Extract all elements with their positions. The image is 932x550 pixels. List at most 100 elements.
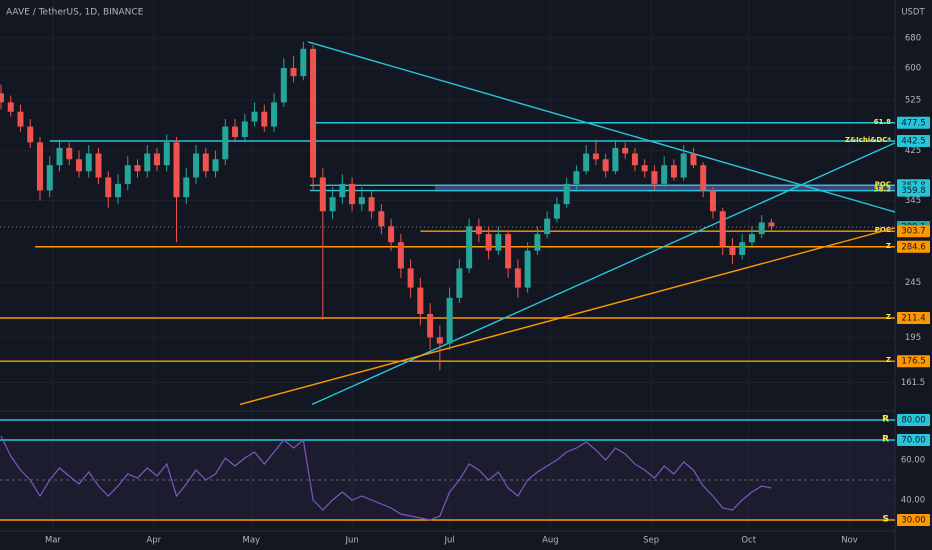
candle-body [36,142,43,191]
candle-body [271,102,278,127]
candle-body [748,234,755,243]
y-tick-label: 425 [905,146,921,156]
candle-body [319,177,326,212]
rsi-tick-label: 60.00 [901,456,925,466]
candle-body [729,246,736,255]
candle-body [534,234,541,251]
candle-body [105,177,112,198]
candle-body [436,337,443,344]
candle-body [17,111,24,127]
candle-body [310,48,317,178]
price-label: 284.6 [901,242,925,252]
price-label-box [897,116,930,129]
candle-body [222,126,229,160]
price-label: 211.4 [901,314,925,324]
candle-body [661,165,668,184]
y-tick-label: 161.5 [901,378,925,388]
trendline [311,142,896,406]
candle-body [75,159,82,172]
candle-body [485,234,492,251]
rsi-label-box [897,414,930,426]
candle-body [349,183,356,205]
candle-body [154,153,161,166]
candle-body [183,177,190,198]
candle-body [358,197,365,205]
y-tick-label: 245 [905,278,921,288]
candle-body [505,234,512,269]
price-label: 442.5 [901,136,925,146]
level-tag: 61.8 [874,118,891,126]
price-label: 176.5 [901,357,925,367]
candle-body [280,68,287,103]
price-label-box [897,312,930,325]
x-tick-label: Jun [344,536,358,546]
candle-body [495,234,502,251]
candle-body [514,268,521,288]
level-tag: Z [886,356,891,364]
candle-body [27,126,34,143]
candle-body [300,48,307,77]
level-tag: 38.2 [874,186,891,194]
y-tick-label: 600 [905,64,921,74]
y-tick-label: 680 [905,34,921,44]
rsi-label: 70.00 [901,436,925,446]
candle-body [456,268,463,298]
candle-body [553,204,560,219]
value-band [434,184,895,192]
price-label-box [897,240,930,253]
candle-body [427,313,434,338]
candle-body [612,147,619,172]
candle-body [466,226,473,269]
x-tick-label: Oct [741,536,756,546]
x-tick-label: Jul [443,536,454,546]
candle-body [670,165,677,178]
candle-body [758,222,765,235]
candle-body [690,153,697,166]
candle-body [563,183,570,205]
chart-title: AAVE / TetherUS, 1D, BINANCE [6,8,144,18]
rsi-label-box [897,514,930,526]
candle-body [709,190,716,212]
candle-body [631,153,638,166]
price-label: 359.8 [901,186,925,196]
x-tick-label: Sep [643,536,659,546]
candle-body [573,171,580,184]
x-tick-label: Aug [542,536,559,546]
trendline [239,227,896,406]
candle-body [251,111,258,122]
candle-body [739,242,746,255]
candle-body [144,153,151,172]
candle-body [700,165,707,191]
candle-body [134,165,141,172]
candle-body [768,222,775,227]
candle-body [115,183,122,198]
candle-body [602,159,609,172]
currency: USDT [901,8,925,18]
candle-body [388,226,395,243]
candle-body [407,268,414,288]
trendline [307,41,896,213]
candle-body [232,126,239,137]
candle-body [56,147,63,166]
y-tick-label: 345 [905,196,921,206]
candle-body [124,165,131,184]
x-tick-label: May [243,536,261,546]
candle-body [193,153,200,178]
candle-body [85,153,92,172]
price-label: 303.7 [901,227,925,237]
candle-body [368,197,375,212]
candle-body [378,211,385,227]
candle-body [524,250,531,288]
candle-body [163,142,170,166]
candle-body [680,153,687,178]
price-label-box [897,225,930,238]
candle-body [622,147,629,154]
candle-body [290,68,297,77]
level-tag: Z [886,313,891,321]
candle-body [241,121,248,137]
candle-body [544,218,551,235]
level-tag: POC [875,226,891,234]
price-label: 477.5 [901,118,925,128]
